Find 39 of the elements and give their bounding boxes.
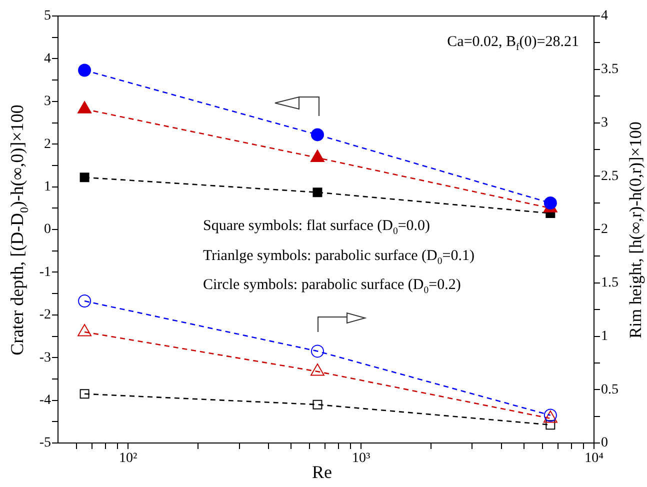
point <box>80 172 90 182</box>
y-tick-label: -4 <box>39 392 51 408</box>
point <box>312 188 322 198</box>
y-tick-label: 3 <box>44 94 51 110</box>
y2-tick-label: 3.5 <box>601 62 618 78</box>
point <box>544 196 557 210</box>
point <box>310 128 324 142</box>
y-tick-label: 4 <box>44 51 51 66</box>
y-tick-label: -3 <box>39 350 51 366</box>
point <box>312 400 322 410</box>
point <box>78 64 92 77</box>
y2-tick-label: 1 <box>601 328 608 344</box>
y2-tick-label: 2.5 <box>601 168 618 184</box>
x-tick-label: 10³ <box>352 451 370 466</box>
y2-tick-label: 2 <box>601 222 608 238</box>
annotation: Square symbols: flat surface (D$_{0}$=0.0) <box>203 218 430 237</box>
y2-tick-label: 0 <box>601 436 608 451</box>
y-tick-label: 5 <box>44 8 51 24</box>
x-axis-title: Re <box>312 462 332 483</box>
annotation: Trianlge symbols: parabolic surface (D$_{0}$=0.1) <box>203 248 474 267</box>
y-tick-label: -2 <box>39 308 51 323</box>
y2-tick-label: 0.5 <box>601 382 618 398</box>
annotation: Ca=0.02, B$_{f}$(0)=28.21 <box>447 34 579 53</box>
y-tick-label: -5 <box>39 436 51 451</box>
point <box>546 420 556 430</box>
annotation: Circle symbols: parabolic surface (D$_{0}$=0.2) <box>203 277 461 296</box>
point <box>80 389 90 399</box>
y-tick-label: 2 <box>44 136 51 152</box>
point <box>310 344 324 358</box>
y-tick-label: 1 <box>44 179 51 194</box>
y-tick-label: -1 <box>39 264 51 280</box>
point <box>78 294 92 308</box>
y-tick-label: 0 <box>44 222 51 238</box>
y2-tick-label: 3 <box>601 115 608 130</box>
y2-tick-label: 4 <box>601 8 608 24</box>
x-tick-label: 10⁴ <box>584 451 604 466</box>
y2-tick-label: 1.5 <box>601 276 618 291</box>
x-tick-label: 10² <box>119 451 138 466</box>
y2-axis-title: Rim height, [h(∞,r)-h(0,r)]×100 <box>626 122 646 338</box>
